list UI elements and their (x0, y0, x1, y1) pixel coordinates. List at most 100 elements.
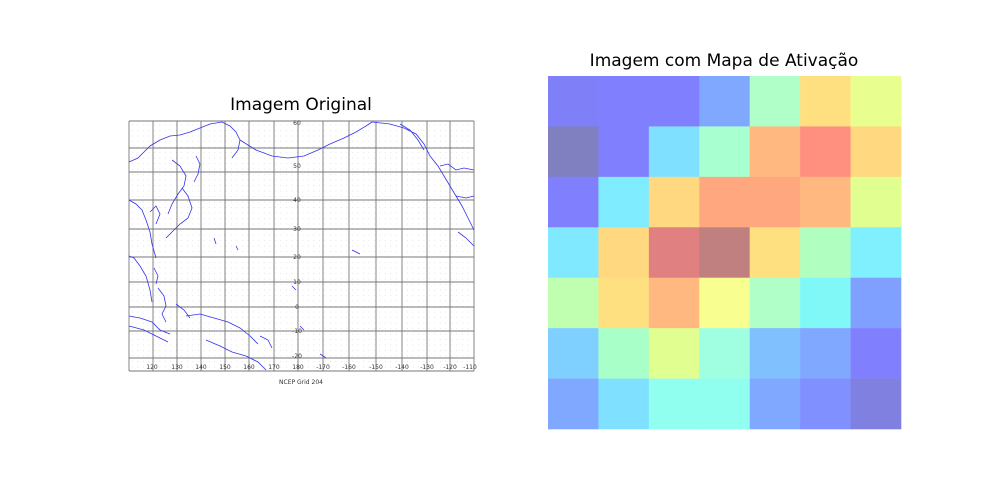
heatmap-cell (800, 76, 851, 127)
heatmap-cell (749, 76, 801, 127)
latitude-label: 40 (293, 197, 301, 204)
heatmap-cell (548, 328, 599, 379)
coastline (128, 255, 153, 303)
longitude-label: 180 (292, 364, 304, 371)
right-panel-title: Imagem com Mapa de Ativação (589, 51, 859, 71)
heatmap-cell (548, 277, 599, 329)
coastline (128, 121, 223, 163)
heatmap-cell (699, 176, 751, 228)
heatmap-cell (598, 277, 650, 329)
heatmap-cell (598, 126, 650, 178)
map-longitude-labels: 120 130 140 150 160 170 180 -170 -160 -150 -140 -13… (146, 364, 477, 371)
heatmap-cell (850, 378, 902, 430)
heatmap-cell (699, 378, 751, 430)
heatmap-cell (548, 126, 599, 178)
heatmap-cell (850, 176, 902, 228)
coastline (185, 313, 259, 345)
heatmap-cell (598, 378, 650, 430)
heatmap-cell (850, 76, 902, 127)
heatmap-cell (850, 126, 902, 178)
longitude-label: 170 (268, 364, 280, 371)
heatmap-cell (548, 76, 599, 127)
heatmap-cell (800, 378, 851, 430)
longitude-label: 160 (243, 364, 255, 371)
coastline (128, 199, 157, 259)
latitude-label: -20 (292, 353, 302, 360)
heatmap-cell (648, 227, 700, 279)
coastline (167, 159, 187, 215)
longitude-label: -130 (420, 364, 434, 371)
longitude-label: -170 (316, 364, 330, 371)
longitude-label: 130 (171, 364, 183, 371)
longitude-label: 120 (146, 364, 158, 371)
heatmap-cell (800, 126, 851, 178)
coastline (457, 231, 475, 247)
coastline (235, 245, 239, 251)
latitude-label: 50 (293, 163, 301, 170)
heatmap-cell (648, 378, 700, 430)
left-panel-title: Imagem Original (230, 95, 372, 115)
heatmap-cell (699, 126, 751, 178)
coastline (439, 163, 475, 171)
heatmap-cell (749, 378, 801, 430)
coastline (153, 267, 159, 285)
latitude-label: 30 (293, 226, 301, 233)
heatmap-cells (548, 76, 902, 430)
heatmap-cell (699, 76, 751, 127)
heatmap-cell (648, 126, 700, 178)
heatmap-cell (699, 328, 751, 379)
coastline (205, 339, 267, 371)
heatmap-cell (850, 227, 902, 279)
heatmap-cell (548, 227, 599, 279)
heatmap-cell (648, 76, 700, 127)
latitude-label: 0 (295, 304, 299, 311)
heatmap-cell (648, 176, 700, 228)
latitude-label: 60 (293, 120, 301, 127)
heatmap-cell (850, 277, 902, 329)
heatmap-cell (800, 277, 851, 329)
heatmap-cell (800, 328, 851, 379)
coastline (193, 155, 201, 183)
heatmap-cell (699, 277, 751, 329)
coastline (299, 325, 305, 331)
heatmap-cell (699, 227, 751, 279)
heatmap-cell (548, 176, 599, 228)
map-latitude-labels: 60 50 40 30 20 10 0 -10 -20 (292, 120, 302, 360)
map-dot-pattern (132, 124, 469, 368)
heatmap-cell (598, 76, 650, 127)
coastline (319, 353, 327, 359)
coastline (351, 249, 361, 255)
coastline (239, 121, 373, 159)
heatmap-cell (648, 277, 700, 329)
heatmap-cell (800, 227, 851, 279)
heatmap-cell (749, 227, 801, 279)
longitude-label: 140 (195, 364, 207, 371)
coastline (213, 237, 217, 245)
latitude-label: 20 (293, 254, 301, 261)
coastline (157, 287, 167, 323)
longitude-label: -150 (369, 364, 383, 371)
map-background (129, 121, 474, 371)
map-gridlines (128, 120, 475, 372)
heatmap-cell (850, 328, 902, 379)
longitude-label: -120 (443, 364, 457, 371)
heatmap-cell (598, 328, 650, 379)
latitude-label: 10 (293, 279, 301, 286)
coastline (221, 121, 241, 159)
coastline (371, 121, 475, 231)
heatmap-cell (749, 277, 801, 329)
heatmap-cell (548, 378, 599, 430)
coastline (291, 285, 297, 291)
heatmap-cell (749, 126, 801, 178)
coastline (455, 195, 475, 199)
coastline (128, 315, 171, 335)
coastline (128, 325, 169, 343)
coastline (259, 335, 273, 349)
coastline (399, 123, 425, 151)
coastline (175, 303, 191, 319)
latitude-label: -10 (292, 328, 302, 335)
longitude-label: -140 (395, 364, 409, 371)
longitude-label: -110 (463, 364, 477, 371)
